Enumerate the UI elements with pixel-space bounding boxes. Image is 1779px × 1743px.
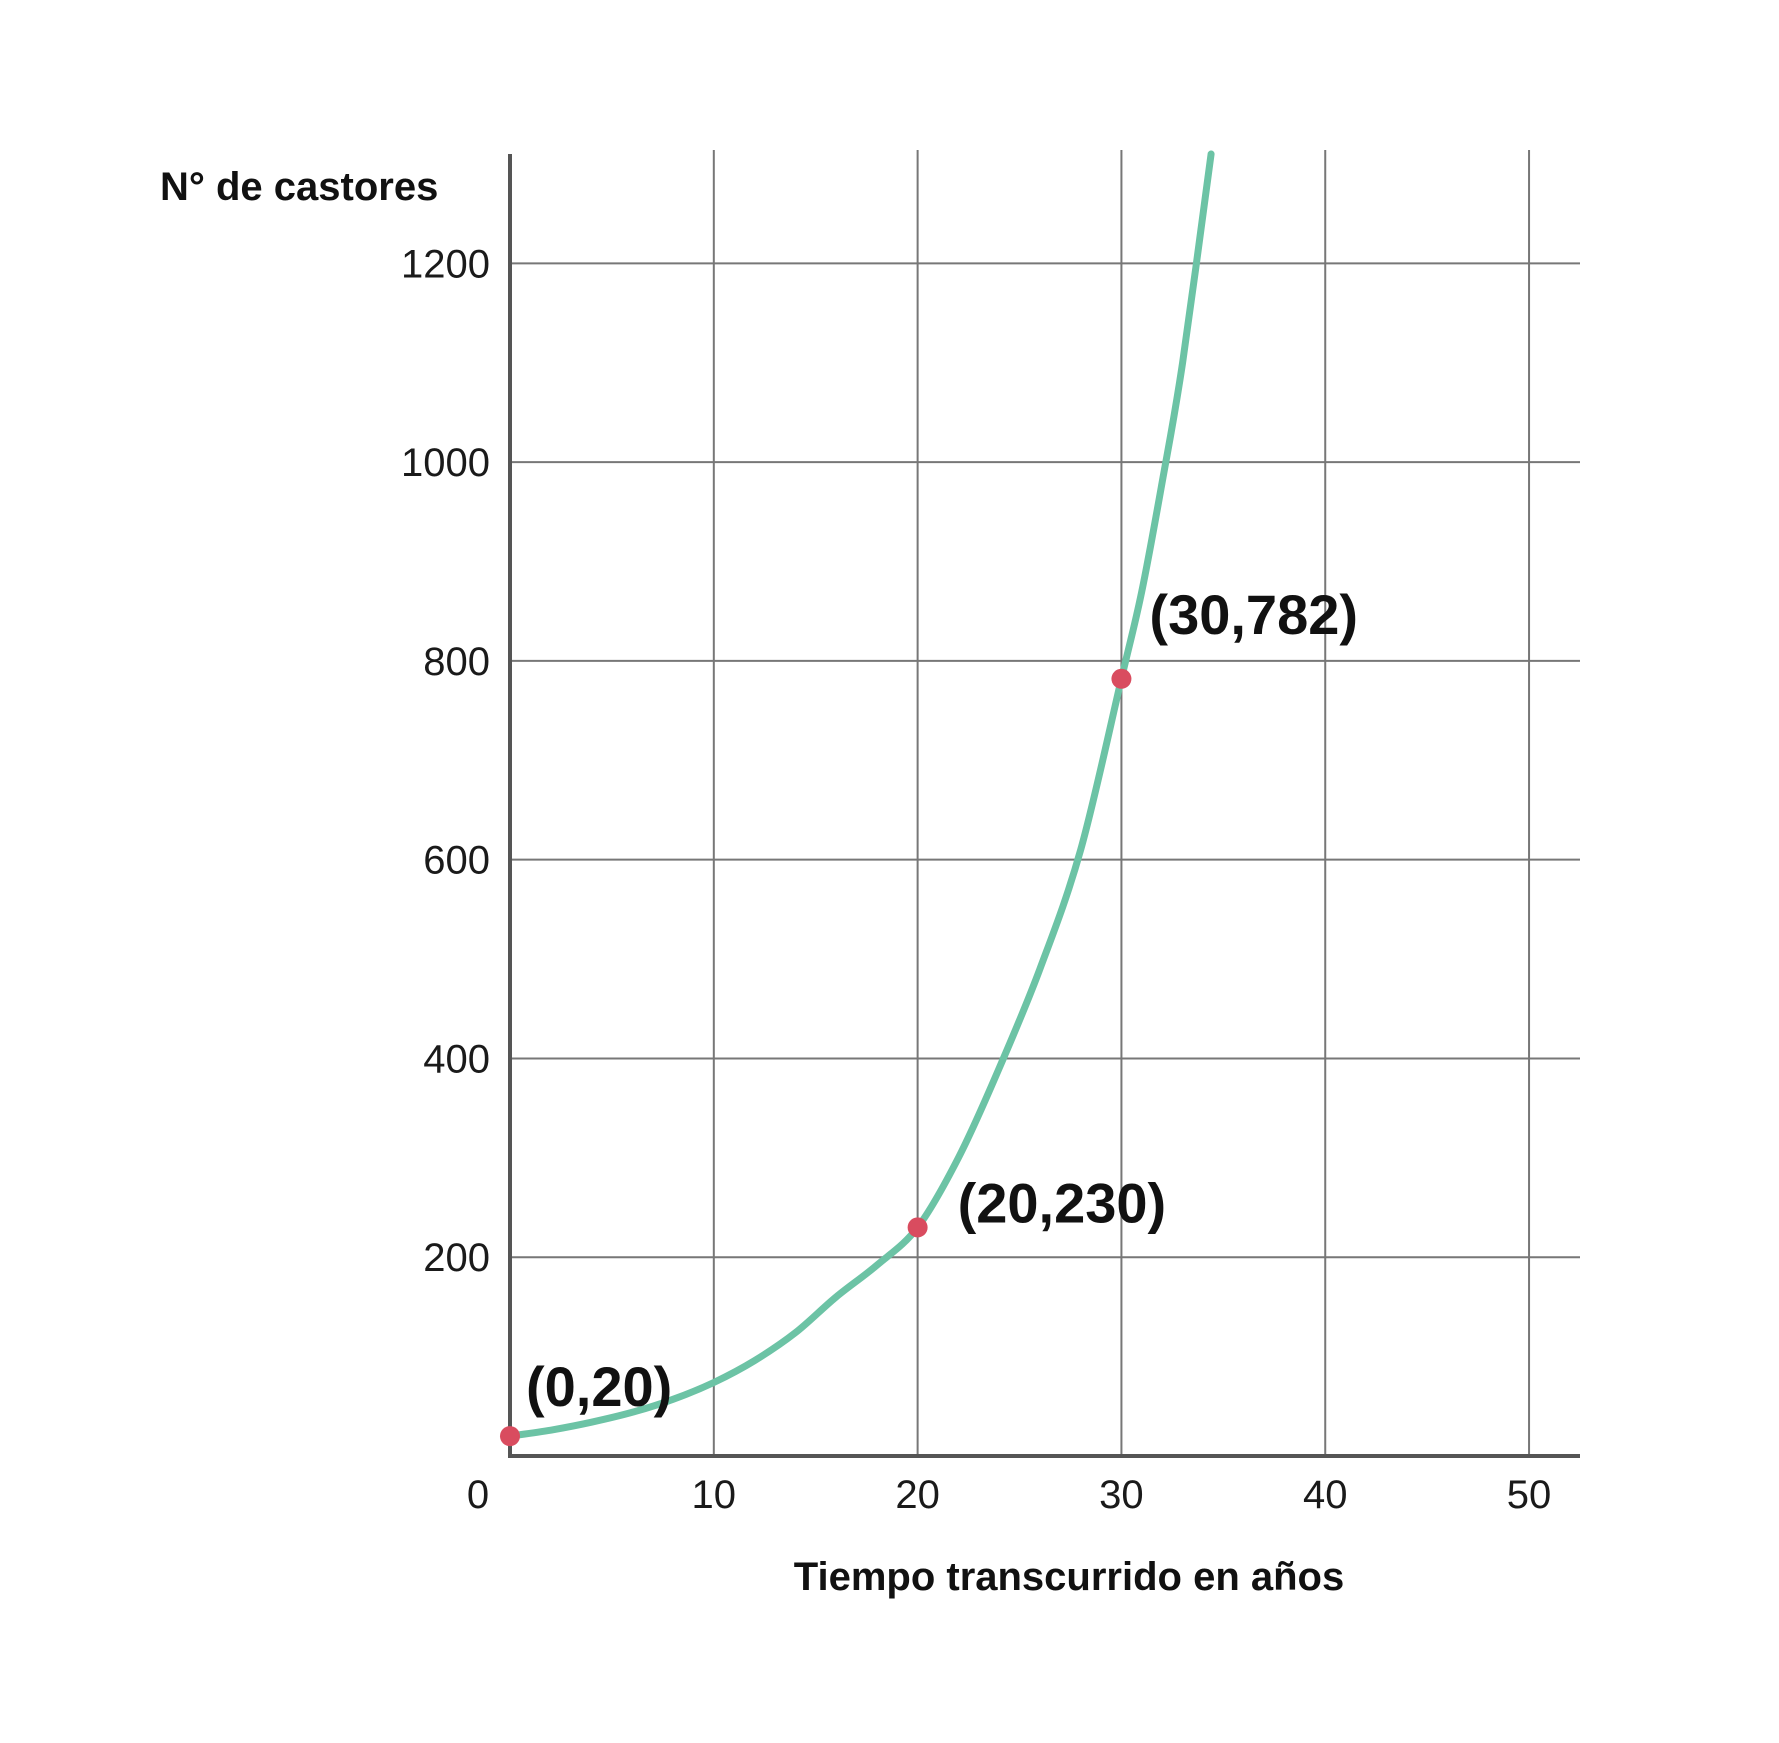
point-label-0: (0,20): [526, 1355, 672, 1418]
data-point-20: [907, 1217, 928, 1238]
x-tick-labels: 0 10 20 30 40 50: [467, 1473, 1551, 1517]
x-tick-label-50: 50: [1507, 1473, 1552, 1517]
x-tick-label-40: 40: [1303, 1473, 1348, 1517]
x-tick-label-0: 0: [467, 1473, 489, 1517]
y-tick-label-800: 800: [423, 640, 490, 684]
axes: [508, 154, 1580, 1458]
data-point-0: [500, 1426, 520, 1447]
x-tick-label-20: 20: [895, 1473, 940, 1517]
y-tick-label-1200: 1200: [401, 242, 490, 286]
growth-curve: [506, 150, 1215, 1440]
x-axis-title: Tiempo transcurrido en años: [794, 1555, 1345, 1599]
y-axis-title: N° de castores: [160, 165, 438, 209]
point-label-30: (30,782): [1149, 583, 1358, 646]
x-tick-label-30: 30: [1099, 1473, 1144, 1517]
point-labels: (0,20) (20,230) (30,782): [526, 583, 1358, 1418]
y-tick-label-200: 200: [423, 1236, 490, 1280]
series: [506, 150, 1215, 1440]
data-points: [500, 668, 1132, 1447]
y-tick-label-400: 400: [423, 1037, 490, 1081]
grid: [510, 150, 1580, 1456]
y-tick-label-600: 600: [423, 839, 490, 883]
data-point-30: [1111, 668, 1132, 689]
point-label-20: (20,230): [958, 1171, 1167, 1234]
y-tick-label-1000: 1000: [401, 441, 490, 485]
x-tick-label-10: 10: [692, 1473, 737, 1517]
y-tick-labels: 200 400 600 800 1000 1200: [401, 242, 490, 1280]
